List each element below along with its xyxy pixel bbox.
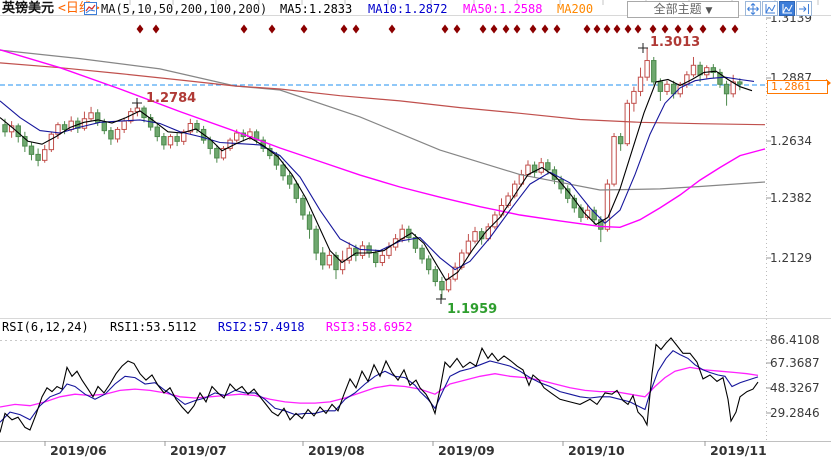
scroll-to-latest-button[interactable] (796, 1, 812, 16)
ma200-value: MA200 (557, 2, 594, 16)
price-tick-label: 1.2382 (770, 191, 812, 205)
chart-header: 英镑美元 <日线> MA(5,10,50,200,100,200) MA5:1.… (0, 0, 831, 18)
pan-tool-button[interactable] (745, 1, 761, 16)
price-tick-label: 1.2634 (770, 134, 812, 148)
rsi-lines-layer (0, 337, 759, 433)
diamond-icon (649, 24, 657, 34)
date-tick-label: 2019/09 (438, 443, 495, 458)
diamond-icon (513, 24, 521, 34)
diamond-icon (529, 24, 537, 34)
diamond-icon (340, 24, 348, 34)
rsi-tick-label: 86.4108 (770, 333, 820, 347)
diamond-icon (268, 24, 276, 34)
rsi2-line (0, 350, 759, 423)
axis-grid-button[interactable] (762, 1, 778, 16)
diamond-icon (613, 24, 621, 34)
diamond-icon (352, 24, 360, 34)
diamond-icon (479, 24, 487, 34)
indicator-icon[interactable] (84, 2, 97, 19)
ma100-line (0, 62, 766, 126)
ma10-value: MA10:1.2872 (368, 2, 448, 16)
annotation-swing-high-price: 1.2784 (146, 91, 197, 106)
annotation-low-price: 1.1959 (447, 302, 498, 317)
rsi-tick-label: 67.3687 (770, 356, 820, 370)
current-price-badge: 1.2861 (767, 80, 828, 94)
diamond-icon (624, 24, 632, 34)
diamond-icon (541, 24, 549, 34)
diamond-icon (583, 24, 591, 34)
rsi-settings-label: RSI(6,12,24) (2, 320, 89, 334)
diamond-icon (502, 24, 510, 34)
diamond-icon (453, 24, 461, 34)
diamond-icon (603, 24, 611, 34)
rsi1-value: RSI1:53.5112 (109, 320, 197, 334)
symbol-name: 英镑美元 (2, 1, 55, 16)
date-tick-label: 2019/07 (170, 443, 227, 458)
diamond-icon (593, 24, 601, 34)
date-tick-label: 2019/08 (308, 443, 365, 458)
ma-settings-label: MA(5,10,50,200,100,200) (101, 2, 268, 16)
candlestick-layer (2, 47, 743, 299)
diamond-icon (634, 24, 642, 34)
date-tick-label: 2019/11 (710, 443, 767, 458)
rsi-header: RSI(6,12,24) RSI1:53.5112 RSI2:57.4918 R… (2, 320, 427, 334)
date-tick-label: 2019/06 (50, 443, 107, 458)
theme-dropdown[interactable]: 全部主题 ▼ (627, 1, 739, 18)
ma50-value: MA50:1.2588 (463, 2, 543, 16)
annotation-high-price: 1.3013 (650, 35, 701, 50)
rsi2-value: RSI2:57.4918 (217, 320, 305, 334)
date-tick-label: 2019/10 (568, 443, 625, 458)
rsi1-line (0, 337, 759, 433)
diamond-icon (699, 24, 707, 34)
diamond-icon (490, 24, 498, 34)
chevron-down-icon: ▼ (705, 6, 713, 16)
diamond-icon (388, 24, 396, 34)
ma10-line (0, 76, 755, 271)
diamond-icon (152, 24, 160, 34)
rsi-tick-label: 29.2846 (770, 406, 820, 420)
diamond-icon (661, 24, 669, 34)
rsi3-line (0, 366, 759, 408)
event-diamond-markers (136, 24, 739, 34)
diamond-icon (553, 24, 561, 34)
diamond-icon (441, 24, 449, 34)
ma50-line (0, 49, 766, 229)
theme-dropdown-label: 全部主题 (653, 2, 702, 16)
diamond-icon (300, 24, 308, 34)
ma200-line (0, 49, 766, 191)
panel-borders (0, 15, 831, 446)
rsi3-value: RSI3:58.6952 (325, 320, 413, 334)
diamond-icon (731, 24, 739, 34)
extreme-cross-markers (132, 43, 648, 304)
diamond-icon (674, 24, 682, 34)
ma5-line (0, 70, 753, 282)
price-tick-label: 1.2129 (770, 251, 812, 265)
diamond-icon (240, 24, 248, 34)
axis-scale-button[interactable] (779, 1, 795, 16)
diamond-icon (719, 24, 727, 34)
diamond-icon (686, 24, 694, 34)
diamond-icon (136, 24, 144, 34)
rsi-tick-label: 48.3267 (770, 381, 820, 395)
ma-lines-layer (0, 49, 766, 282)
ma5-value: MA5:1.2833 (280, 2, 353, 16)
